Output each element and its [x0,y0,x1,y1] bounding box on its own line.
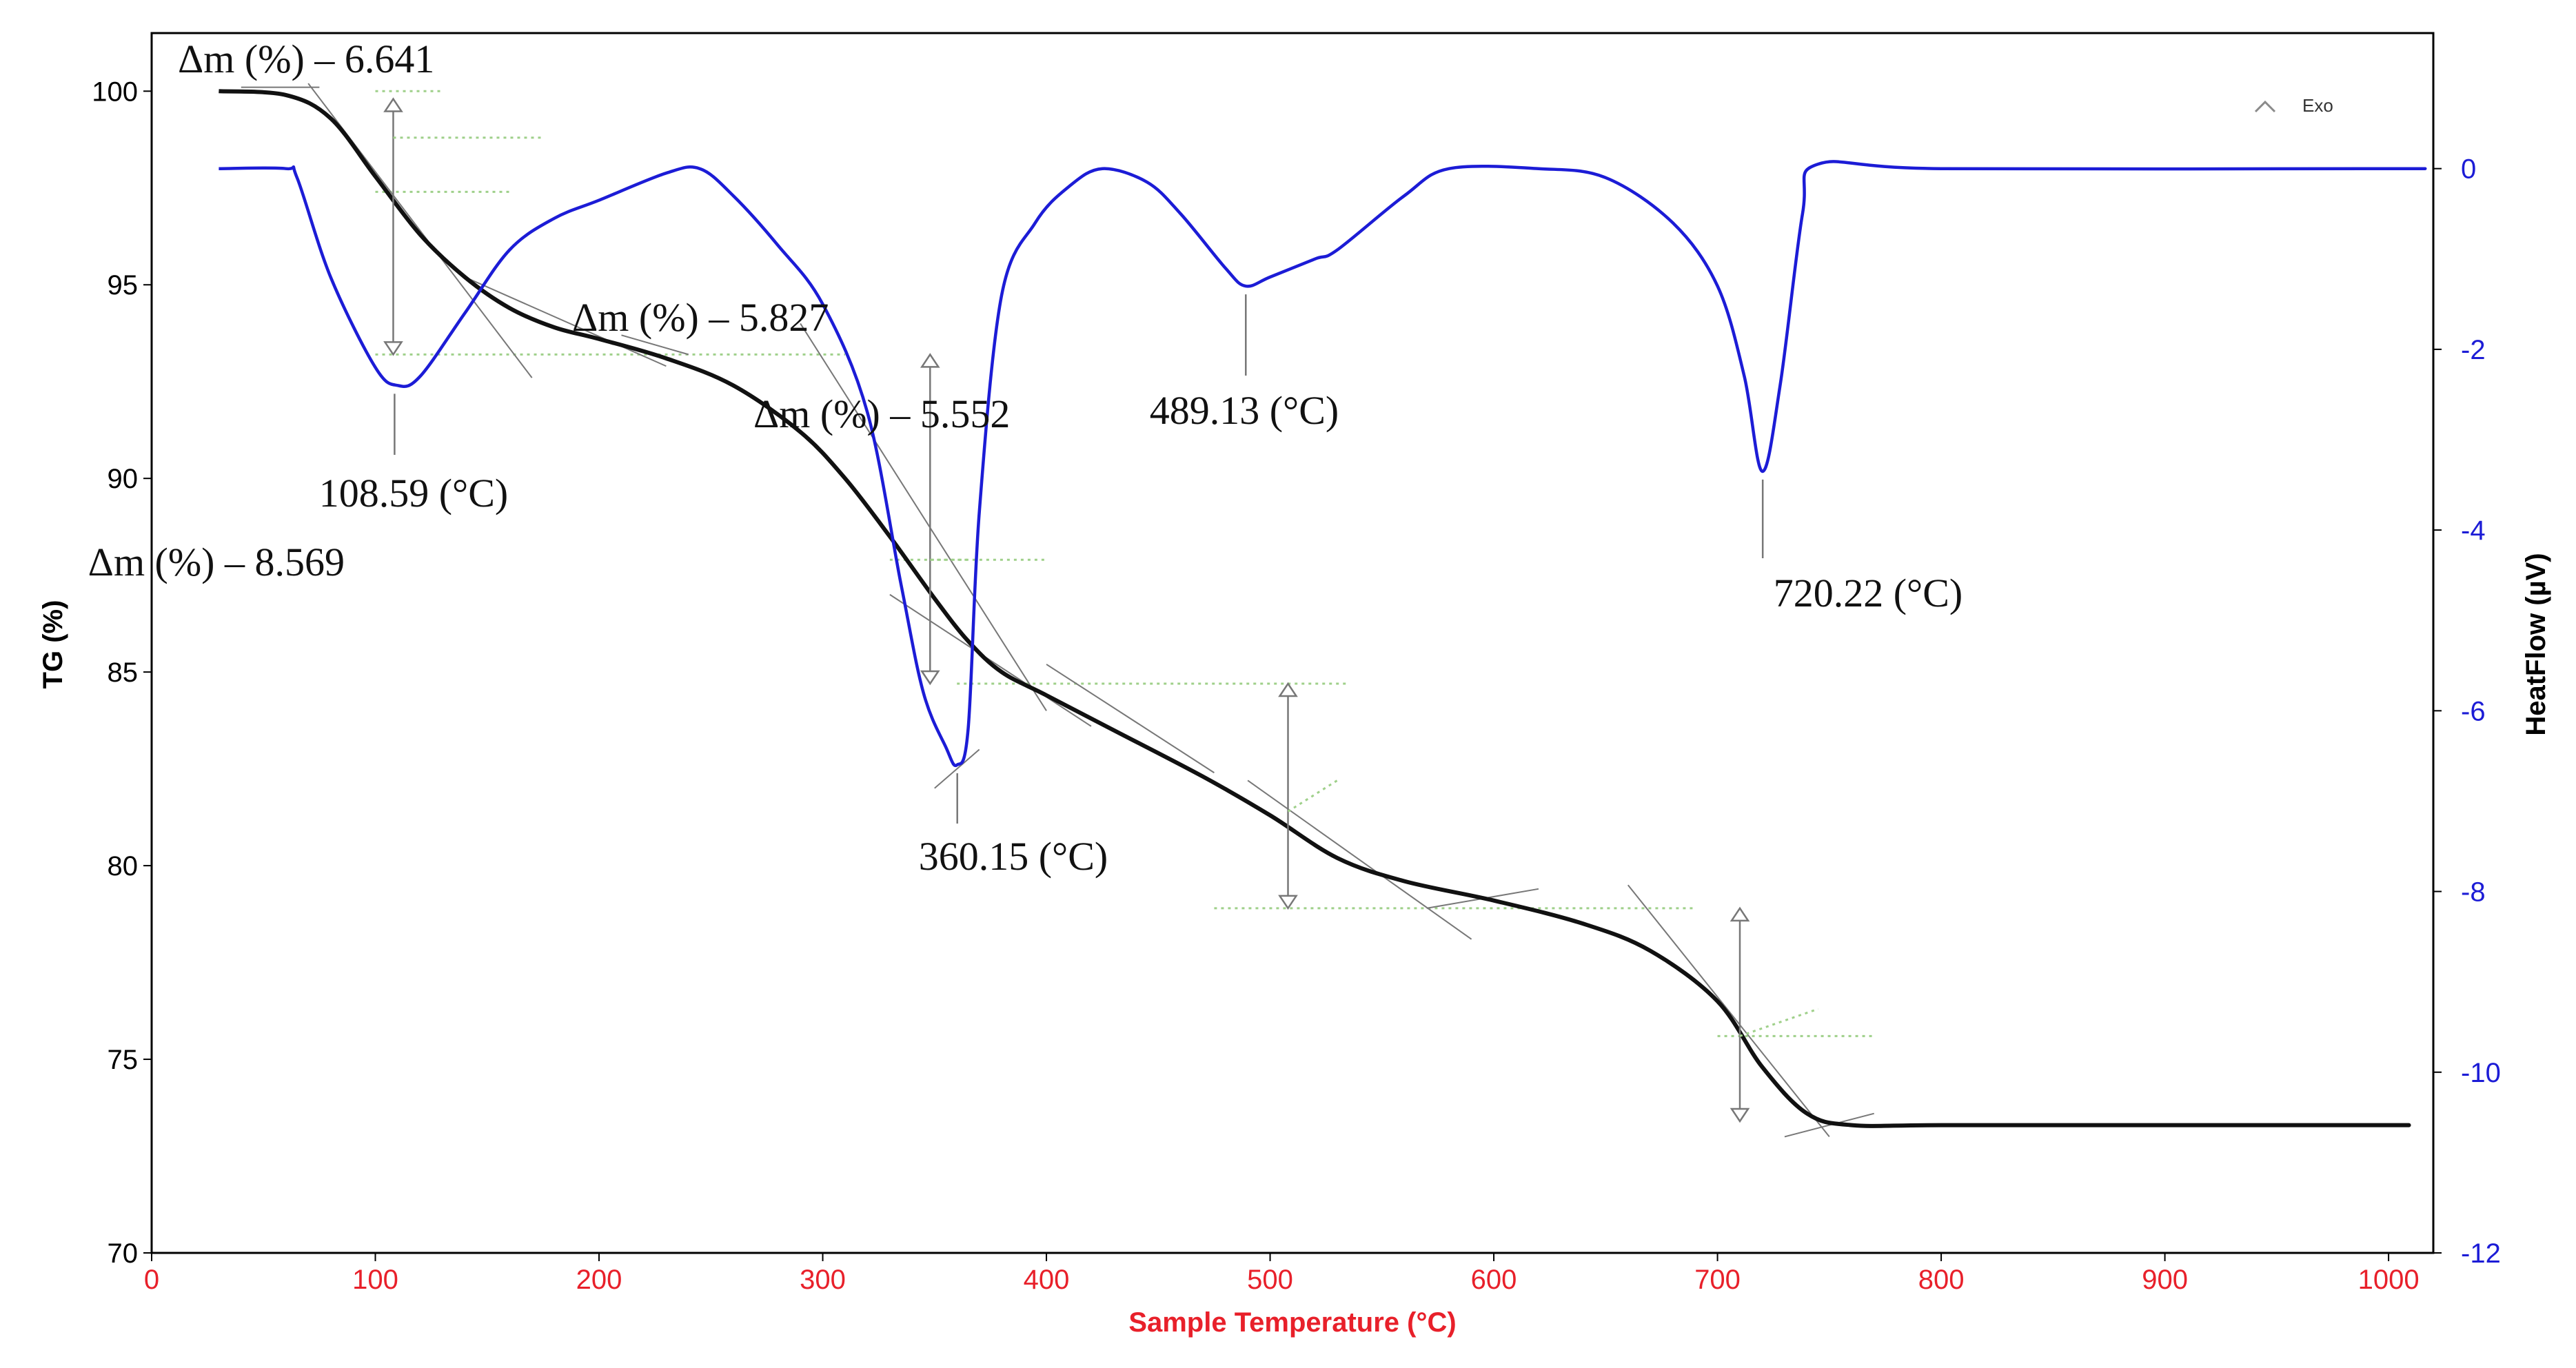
tg-curve [219,89,2411,1128]
tangent-line [889,593,1092,727]
mass-loss-label: Δm (%) – 6.641 [178,37,434,81]
y-left-tick-label: 100 [92,76,138,107]
x-tick-label: 700 [1694,1265,1741,1295]
x-tick-label: 500 [1247,1265,1293,1295]
legend-label: Exo [2302,95,2333,116]
y-left-tick-label: 95 [108,270,139,300]
arrow-up-icon [1278,682,1298,697]
arrow-down-icon [383,341,403,356]
annotation-layer: Δm (%) – 6.641 Δm (%) – 8.569 Δm (%) – 5.8… [88,37,1963,1123]
peak-label: 720.22 (°C) [1774,571,1963,615]
mass-loss-label: Δm (%) – 5.827 [572,295,829,340]
arrow-down-icon [1730,1107,1750,1123]
x-tick-label: 100 [352,1265,398,1295]
axes-layer: 0 100 200 300 400 500 600 700 800 900 100070758085… [92,76,2501,1295]
plot-area [150,32,2435,1254]
arrow-down-icon [1278,895,1298,910]
series-layer [219,89,2427,1128]
y-right-tick-label: -8 [2461,877,2486,908]
x-axis-title: Sample Temperature (°C) [1128,1307,1456,1338]
tangent-line [1247,779,1472,940]
x-tick-label: 300 [800,1265,846,1295]
arrow-down-icon [920,670,940,686]
mass-loss-label: Δm (%) – 8.569 [88,540,345,584]
tangent-line [464,276,667,367]
x-tick-label: 400 [1024,1265,1070,1295]
y-right-tick-label: -4 [2461,515,2486,546]
y-left-tick-label: 85 [108,657,139,688]
legend-exo-icon [2254,100,2276,113]
y-right-tick-label: -6 [2461,696,2486,726]
peak-label: 108.59 (°C) [319,471,509,515]
x-tick-label: 200 [576,1265,622,1295]
arrow-up-icon [1730,906,1750,922]
heatflow-curve [219,160,2427,768]
y-right-tick-label: 0 [2461,154,2476,185]
legend: Exo [2254,95,2333,116]
y-right-tick-label: -10 [2461,1058,2501,1088]
mass-loss-leader [1287,779,1338,813]
x-tick-label: 1000 [2358,1265,2420,1295]
arrow-up-icon [920,353,940,368]
tangent-line [934,748,980,789]
y-left-tick-label: 75 [108,1045,139,1075]
peak-label: 360.15 (°C) [919,834,1108,879]
y-right-axis-title: HeatFlow (µV) [2521,553,2551,735]
tangent-line [1784,1112,1874,1138]
y-left-tick-label: 90 [108,464,139,494]
mass-loss-label: Δm (%) – 5.552 [753,391,1010,436]
y-left-tick-label: 80 [108,851,139,881]
x-tick-label: 0 [144,1265,159,1295]
x-tick-label: 600 [1471,1265,1517,1295]
x-tick-label: 800 [1918,1265,1965,1295]
peak-label: 489.13 (°C) [1150,388,1339,433]
tangent-line [1046,664,1215,774]
tangent-line [800,323,1047,711]
tangent-line [1627,884,1830,1138]
y-right-tick-label: -12 [2461,1238,2501,1269]
y-right-tick-label: -2 [2461,335,2486,365]
tangent-line [621,334,689,356]
y-left-tick-label: 70 [108,1238,139,1269]
mass-loss-leader [1739,1008,1819,1037]
x-tick-label: 900 [2142,1265,2188,1295]
arrow-up-icon [383,97,403,112]
y-left-axis-title: TG (%) [38,600,68,689]
